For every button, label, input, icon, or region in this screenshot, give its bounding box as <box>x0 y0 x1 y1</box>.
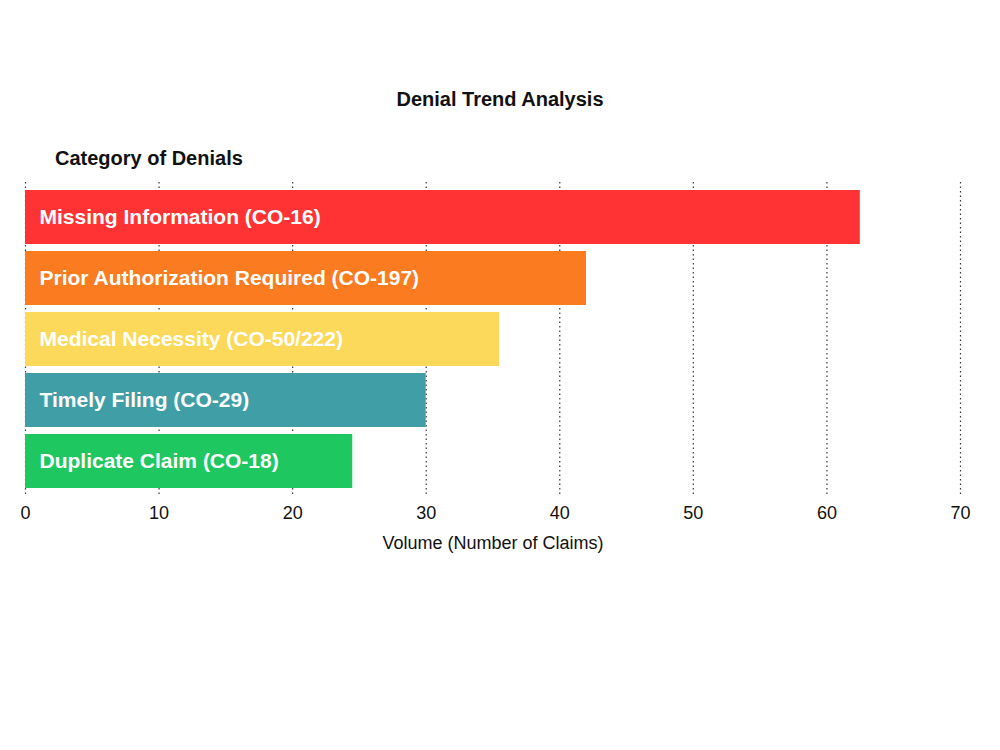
svg-text:Volume (Number of Claims): Volume (Number of Claims) <box>382 533 603 553</box>
svg-text:40: 40 <box>550 503 570 523</box>
svg-text:60: 60 <box>817 503 837 523</box>
html-text:Category of Denials: Category of Denials <box>55 147 243 169</box>
svg-text:0: 0 <box>20 503 30 523</box>
svg-text:Duplicate Claim (CO-18): Duplicate Claim (CO-18) <box>40 449 279 472</box>
svg-text:Missing Information (CO-16): Missing Information (CO-16) <box>40 205 321 228</box>
svg-text:10: 10 <box>149 503 169 523</box>
svg-text:70: 70 <box>950 503 970 523</box>
svg-text:Timely Filing (CO-29): Timely Filing (CO-29) <box>40 388 250 411</box>
svg-text:Medical Necessity (CO-50/222): Medical Necessity (CO-50/222) <box>40 327 343 350</box>
svg-text:50: 50 <box>683 503 703 523</box>
html-text:Denial Trend Analysis: Denial Trend Analysis <box>396 88 604 110</box>
svg-text:30: 30 <box>416 503 436 523</box>
svg-text:Prior Authorization Required (: Prior Authorization Required (CO-197) <box>40 266 420 289</box>
svg-text:20: 20 <box>283 503 303 523</box>
